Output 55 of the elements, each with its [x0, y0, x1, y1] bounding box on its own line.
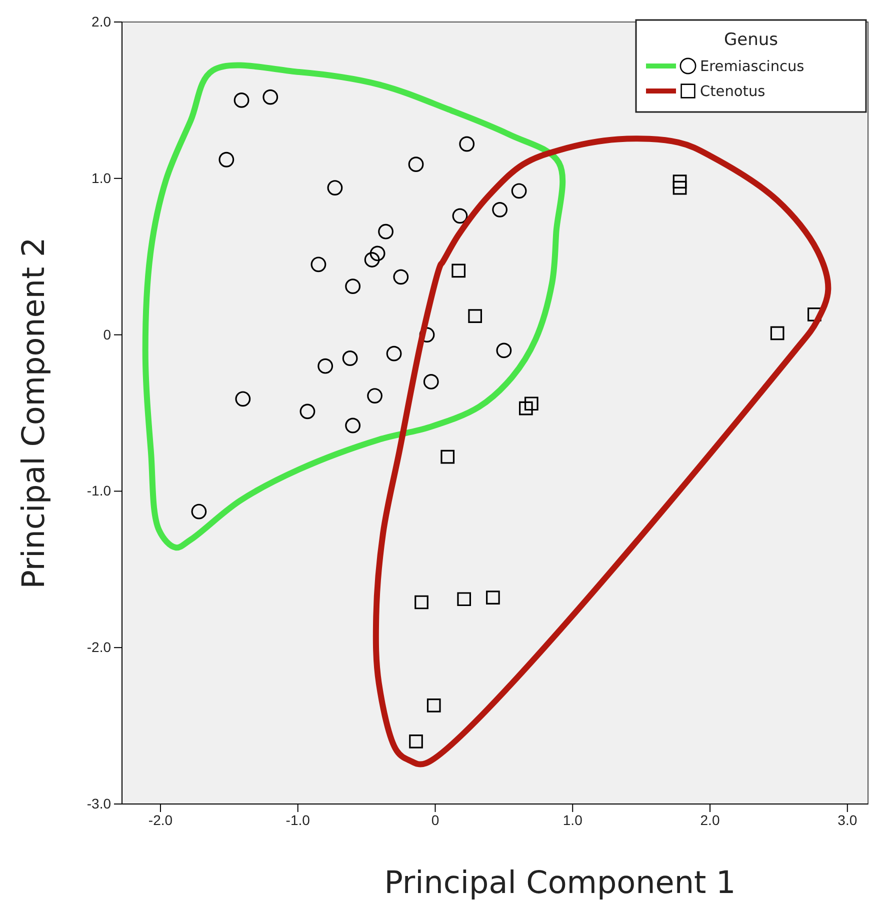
point: [370, 246, 386, 262]
point: [496, 342, 512, 358]
point: [378, 224, 394, 240]
point: [518, 401, 533, 416]
x-tick-label: -2.0: [148, 812, 173, 828]
point: [770, 326, 784, 340]
legend-label: Eremiascincus: [700, 59, 804, 75]
point: [459, 136, 475, 152]
point: [364, 252, 380, 268]
y-tick-label: -1.0: [86, 482, 112, 499]
x-tick-label: 0: [431, 812, 440, 828]
point: [310, 256, 326, 272]
point: [300, 404, 316, 420]
point: [393, 269, 409, 285]
point: [492, 202, 508, 218]
point: [468, 309, 482, 323]
legend-label: Ctenotus: [700, 84, 766, 100]
point: [524, 396, 538, 411]
point: [452, 208, 468, 224]
point: [262, 89, 278, 105]
point: [345, 278, 361, 294]
legend-title: Genus: [724, 30, 778, 50]
point: [345, 418, 361, 434]
point: [423, 374, 439, 390]
point: [440, 450, 455, 464]
y-tick-label: -3.0: [86, 795, 112, 812]
x-tick-label: -1.0: [286, 812, 310, 828]
y-tick-label: -2.0: [86, 639, 112, 656]
x-axis-title: Principal Component 1: [384, 865, 736, 901]
point: [234, 92, 250, 108]
point: [457, 592, 472, 606]
point: [452, 264, 466, 278]
y-tick-label: 2.0: [92, 13, 112, 30]
point: [672, 180, 687, 195]
point: [318, 358, 334, 374]
point: [414, 595, 428, 610]
point: [672, 174, 687, 188]
x-tick-label: 3.0: [838, 812, 858, 828]
point: [235, 391, 251, 407]
point: [327, 180, 343, 196]
point: [367, 388, 382, 404]
x-tick-label: 2.0: [700, 812, 720, 828]
point: [191, 504, 207, 520]
point: [408, 156, 424, 172]
point: [486, 590, 500, 604]
point: [218, 152, 234, 168]
y-axis-title: Principal Component 2: [16, 237, 52, 589]
point: [342, 350, 358, 366]
y-tick-label: 1.0: [92, 170, 112, 186]
y-tick-label: 0: [103, 326, 112, 342]
point: [409, 734, 423, 748]
point: [511, 183, 527, 199]
point: [426, 698, 441, 712]
x-tick-label: 1.0: [562, 812, 583, 828]
point: [386, 346, 402, 362]
